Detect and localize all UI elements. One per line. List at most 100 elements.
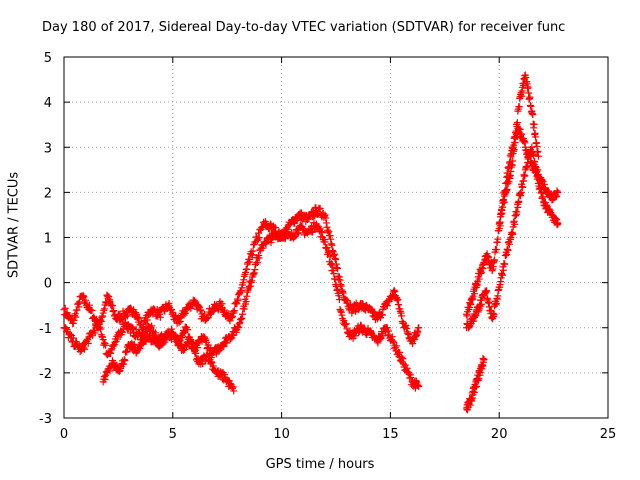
data-point: [172, 333, 180, 341]
y-tick-label: -3: [39, 412, 52, 427]
data-point: [181, 309, 189, 317]
data-point: [470, 290, 478, 298]
data-point: [233, 300, 241, 308]
data-point: [336, 276, 344, 284]
data-point: [475, 375, 483, 383]
data-point: [359, 300, 367, 308]
data-point: [240, 305, 248, 313]
data-point: [388, 333, 396, 341]
data-point: [403, 325, 411, 333]
data-point: [515, 103, 523, 111]
data-point: [373, 315, 381, 323]
data-point: [237, 315, 245, 323]
data-point: [498, 271, 506, 279]
data-point: [95, 318, 103, 326]
y-tick-label: 5: [44, 51, 52, 66]
data-point: [106, 367, 114, 375]
data-point: [333, 286, 341, 294]
data-point: [254, 235, 262, 243]
data-point: [129, 324, 137, 332]
data-point: [403, 364, 411, 372]
data-point: [228, 312, 236, 320]
y-tick-label: 0: [44, 277, 52, 292]
data-point: [259, 244, 267, 252]
data-point: [201, 357, 209, 365]
data-point: [509, 157, 517, 165]
data-point: [355, 306, 363, 314]
data-point: [120, 360, 128, 368]
data-point: [123, 348, 131, 356]
data-point: [238, 284, 246, 292]
data-point: [318, 229, 326, 237]
data-point: [509, 230, 517, 238]
data-point: [184, 326, 192, 334]
data-point: [305, 215, 313, 223]
data-point: [338, 311, 346, 319]
data-point: [304, 215, 312, 223]
data-point: [191, 297, 199, 305]
chart-title: Day 180 of 2017, Sidereal Day-to-day VTE…: [42, 20, 566, 35]
data-point: [228, 314, 236, 322]
data-point: [247, 282, 255, 290]
data-point: [321, 211, 329, 219]
data-point: [255, 229, 263, 237]
data-point: [122, 347, 130, 355]
data-point: [516, 125, 524, 133]
data-point: [238, 310, 246, 318]
data-point: [530, 120, 538, 128]
data-point: [69, 319, 77, 327]
data-point: [344, 297, 352, 305]
data-point: [281, 235, 289, 243]
data-point: [333, 264, 341, 272]
data-point: [240, 276, 248, 284]
data-point: [524, 83, 532, 91]
data-point: [330, 270, 338, 278]
data-point: [197, 306, 205, 314]
data-point: [391, 288, 399, 296]
data-point: [327, 240, 335, 248]
data-point: [235, 320, 243, 328]
data-point: [499, 266, 507, 274]
data-point: [84, 339, 92, 347]
data-point: [355, 327, 363, 335]
data-point: [95, 319, 103, 327]
x-tick-label: 10: [273, 427, 290, 442]
data-point: [195, 302, 203, 310]
data-point: [168, 325, 176, 333]
data-point: [468, 397, 476, 405]
data-point: [162, 336, 170, 344]
data-point: [75, 303, 83, 311]
data-point: [529, 111, 537, 119]
data-point: [479, 362, 487, 370]
data-point: [378, 311, 386, 319]
data-point: [512, 127, 520, 135]
data-point: [255, 254, 263, 262]
data-point: [72, 313, 80, 321]
data-point: [251, 266, 259, 274]
data-point: [294, 230, 302, 238]
data-point: [115, 367, 123, 375]
data-point: [69, 334, 77, 342]
data-point: [173, 333, 181, 341]
data-point: [156, 310, 164, 318]
data-point: [398, 312, 406, 320]
data-point: [156, 313, 164, 321]
data-point: [134, 313, 142, 321]
data-point: [271, 224, 279, 232]
data-point: [390, 286, 398, 294]
data-point: [513, 119, 521, 127]
data-point: [337, 307, 345, 315]
data-point: [530, 151, 538, 159]
data-point: [107, 346, 115, 354]
data-point: [322, 219, 330, 227]
data-point: [332, 256, 340, 264]
data-point: [494, 235, 502, 243]
data-point: [61, 304, 69, 312]
data-point: [328, 241, 336, 249]
data-point: [156, 338, 164, 346]
data-point: [335, 273, 343, 281]
data-point: [504, 246, 512, 254]
data-point: [390, 338, 398, 346]
data-point: [215, 347, 223, 355]
